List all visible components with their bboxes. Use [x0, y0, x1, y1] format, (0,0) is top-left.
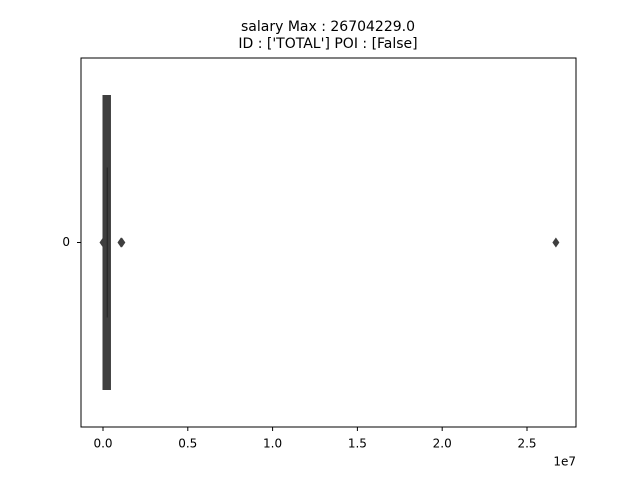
x-tick-label: 1.5	[348, 437, 367, 451]
x-tick-label: 0.5	[178, 437, 197, 451]
outlier	[552, 237, 560, 248]
outlier	[118, 237, 126, 248]
x-tick-label: 0.0	[93, 437, 112, 451]
y-tick-label: 0	[62, 235, 70, 249]
chart-title: salary Max : 26704229.0	[241, 19, 415, 35]
chart-subtitle: ID : ['TOTAL'] POI : [False]	[238, 36, 417, 52]
x-offset-label: 1e7	[553, 455, 576, 469]
x-tick-label: 1.0	[263, 437, 282, 451]
outlier	[99, 237, 107, 248]
x-tick-label: 2.0	[433, 437, 452, 451]
plot-frame	[80, 57, 577, 428]
x-tick-label: 2.5	[517, 437, 536, 451]
